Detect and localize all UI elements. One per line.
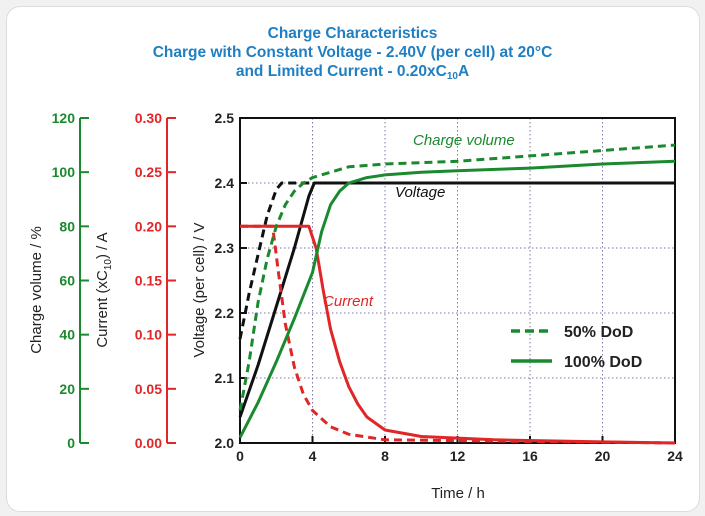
x-axis-title: Time / h [431, 485, 485, 502]
title-line-1: Charge Characteristics [267, 25, 438, 42]
x-tick-label: 20 [595, 448, 611, 464]
current-tick-label: 0.25 [135, 164, 162, 180]
series-voltage-100-dod [238, 181, 675, 418]
charge-tick-label: 80 [59, 218, 75, 234]
axes: 2.0 2.1 2.2 2.3 2.4 2.5 0 4 8 12 16 20 24 0.00 0.05 0.1… [52, 110, 683, 464]
legend: 50% DoD 100% DoD [511, 324, 642, 371]
chart-card [6, 6, 700, 512]
x-tick-label: 0 [236, 448, 244, 464]
x-tick-label: 4 [309, 448, 317, 464]
annotation-charge-volume: Charge volume [413, 132, 515, 149]
voltage-tick-label: 2.3 [215, 240, 235, 256]
series-voltage-50-dod [238, 181, 675, 340]
x-tick-label: 12 [450, 448, 466, 464]
charge-tick-label: 60 [59, 273, 75, 289]
charge-tick-label: 40 [59, 327, 75, 343]
x-tick-label: 8 [381, 448, 389, 464]
chart-title: Charge Characteristics Charge with Const… [0, 24, 705, 86]
series-charge-volume-50-dod [238, 143, 676, 411]
current-axis-title: Current (xC10) / A [94, 232, 114, 347]
charge-tick-label: 120 [52, 110, 76, 126]
annotation-voltage: Voltage [395, 184, 445, 201]
current-tick-label: 0.30 [135, 110, 162, 126]
current-tick-label: 0.15 [135, 273, 162, 289]
current-tick-label: 0.00 [135, 435, 162, 451]
series-charge-volume-100-dod [238, 159, 676, 439]
voltage-tick-label: 2.4 [215, 175, 235, 191]
grid [240, 117, 676, 443]
charge-tick-label: 100 [52, 164, 76, 180]
legend-100-label: 100% DoD [564, 354, 642, 371]
voltage-axis-title: Voltage (per cell) / V [191, 222, 208, 357]
charge-tick-label: 0 [67, 435, 75, 451]
voltage-tick-label: 2.5 [215, 110, 235, 126]
current-tick-label: 0.05 [135, 381, 162, 397]
voltage-tick-label: 2.2 [215, 305, 235, 321]
title-line-3: and Limited Current - 0.20xC10A [235, 63, 470, 82]
voltage-tick-label: 2.0 [215, 435, 235, 451]
current-tick-label: 0.20 [135, 218, 162, 234]
series-current-50-dod [240, 224, 676, 445]
x-tick-label: 16 [522, 448, 538, 464]
charge-tick-label: 20 [59, 381, 75, 397]
annotation-current: Current [323, 293, 374, 310]
current-tick-label: 0.10 [135, 327, 162, 343]
charge-axis-title: Charge volume / % [28, 226, 45, 354]
title-line-2: Charge with Constant Voltage - 2.40V (pe… [152, 44, 553, 61]
series-lines [238, 143, 676, 445]
voltage-tick-label: 2.1 [215, 370, 235, 386]
x-tick-label: 24 [667, 448, 683, 464]
legend-50-label: 50% DoD [564, 324, 633, 341]
